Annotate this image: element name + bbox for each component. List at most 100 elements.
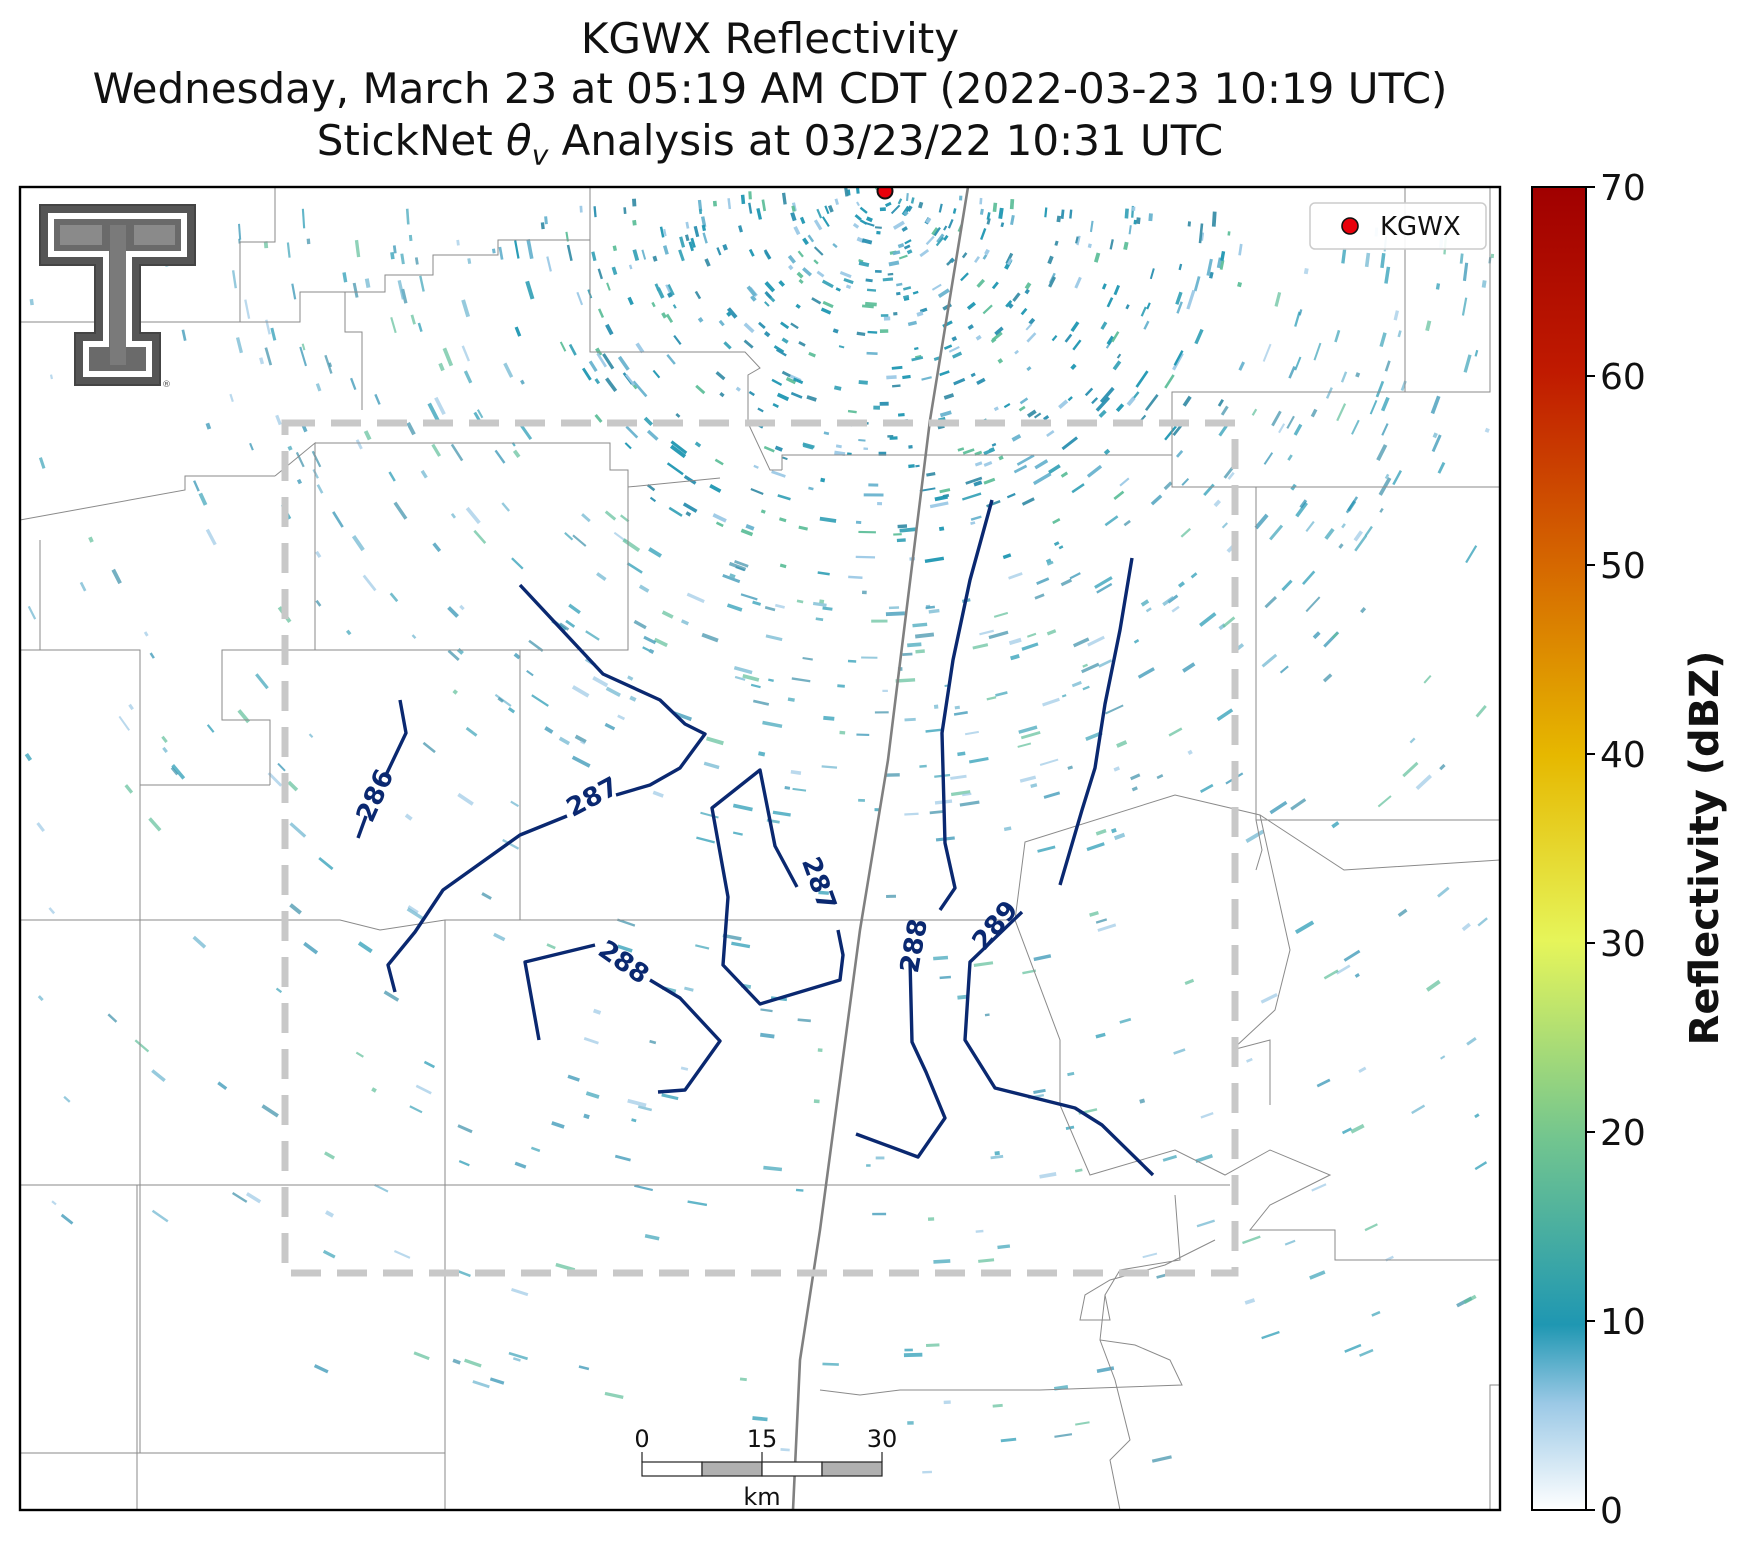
echo-speckle — [583, 1113, 590, 1120]
echo-speckle — [1021, 642, 1039, 651]
echo-speckle — [578, 1365, 590, 1371]
echo-speckle — [594, 413, 603, 423]
echo-speckle — [37, 995, 44, 1002]
echo-speckle — [927, 1217, 935, 1221]
colorbar: 0 10 20 30 40 50 60 70 Reflectivity (dBZ) — [1531, 168, 1728, 1532]
echo-speckle — [1274, 292, 1282, 307]
echo-speckle — [1109, 239, 1114, 250]
texas-tech-logo: ® — [39, 204, 196, 390]
echo-speckle — [694, 290, 702, 300]
echo-speckle — [1440, 1055, 1446, 1060]
echo-speckle — [619, 514, 630, 523]
colorbar-gradient — [1531, 186, 1587, 1511]
echo-speckle — [926, 472, 936, 477]
echo-speckle — [889, 436, 898, 440]
echo-speckle — [624, 442, 632, 450]
echo-speckle — [143, 631, 149, 637]
colorbar-tick-label: 10 — [1600, 1302, 1646, 1343]
echo-speckle — [1162, 595, 1175, 607]
figure-subtitle-analysis: StickNet θv Analysis at 03/23/22 10:31 U… — [316, 116, 1224, 172]
echo-speckle — [1052, 518, 1061, 525]
echo-speckle — [693, 225, 700, 238]
echo-speckle — [88, 536, 94, 543]
echo-speckle — [1350, 1123, 1365, 1134]
echo-speckle — [410, 314, 416, 325]
echo-speckle — [915, 464, 920, 468]
echo-speckle — [1074, 276, 1082, 289]
echo-speckle — [1130, 773, 1141, 781]
echo-speckle — [848, 575, 863, 580]
echo-speckle — [1381, 423, 1389, 436]
echo-speckle — [910, 197, 915, 204]
echo-speckle — [688, 241, 694, 252]
echo-speckle — [559, 622, 570, 631]
echo-speckle — [858, 261, 870, 267]
echo-speckle — [763, 1165, 783, 1172]
echo-speckle — [231, 1191, 248, 1203]
echo-speckle — [431, 443, 442, 457]
echo-speckle — [1039, 1172, 1057, 1179]
echo-speckle — [161, 735, 168, 744]
echo-speckle — [982, 254, 988, 260]
echo-speckle — [808, 351, 816, 358]
echo-speckle — [1198, 223, 1204, 244]
echo-speckle — [821, 216, 830, 227]
echo-speckle — [1384, 360, 1391, 372]
echo-speckle — [862, 590, 867, 595]
map-frame — [18, 185, 1502, 1512]
echo-speckle — [891, 365, 903, 370]
echo-speckle — [935, 236, 945, 247]
echo-speckle — [452, 689, 458, 695]
echo-speckle — [1164, 374, 1175, 389]
echo-speckle — [1336, 403, 1347, 422]
echo-speckle — [827, 204, 834, 213]
echo-speckle — [735, 386, 741, 392]
echo-speckle — [847, 659, 857, 663]
echo-speckle — [1351, 419, 1360, 435]
echo-speckle — [503, 362, 514, 378]
echo-speckle — [1072, 339, 1082, 351]
echo-speckle — [181, 329, 187, 341]
echo-speckle — [994, 1151, 1000, 1156]
echo-speckle — [1288, 365, 1296, 379]
echo-speckle — [719, 392, 725, 398]
echo-speckle — [1100, 321, 1108, 330]
echo-speckle — [858, 380, 868, 385]
echo-speckle — [673, 334, 682, 346]
echo-speckle — [855, 520, 862, 525]
echo-speckle — [856, 201, 860, 207]
echo-speckle — [1123, 241, 1129, 251]
echo-speckle — [1071, 680, 1082, 688]
echo-speckle — [406, 907, 424, 920]
echo-speckle — [835, 287, 841, 292]
echo-speckle — [921, 376, 932, 381]
echo-speckle — [525, 280, 535, 300]
echo-speckle — [687, 1200, 708, 1207]
echo-speckle — [908, 464, 915, 469]
echo-speckle — [966, 301, 976, 311]
echo-speckle — [315, 383, 322, 392]
echo-speckle — [659, 226, 665, 238]
echo-speckle — [984, 248, 990, 256]
echo-speckle — [865, 216, 873, 223]
echo-speckle — [458, 1159, 470, 1167]
echo-speckle — [772, 810, 791, 817]
echo-speckle — [962, 448, 975, 455]
echo-speckle — [680, 1066, 689, 1071]
echo-speckle — [866, 351, 878, 355]
echo-speckle — [633, 619, 647, 630]
echo-speckle — [929, 810, 945, 815]
contour-289 — [1058, 557, 1134, 886]
echo-speckle — [933, 1259, 951, 1264]
echo-speckle — [461, 299, 471, 318]
echo-speckle — [833, 385, 842, 391]
echo-speckle — [847, 409, 857, 414]
echo-speckle — [1027, 632, 1037, 638]
echo-speckle — [953, 377, 966, 386]
echo-speckle — [758, 751, 766, 757]
echo-speckle — [753, 464, 759, 469]
echo-speckle — [798, 278, 804, 285]
echo-speckle — [820, 477, 826, 483]
echo-speckle — [1067, 765, 1074, 770]
echo-speckle — [666, 284, 675, 296]
